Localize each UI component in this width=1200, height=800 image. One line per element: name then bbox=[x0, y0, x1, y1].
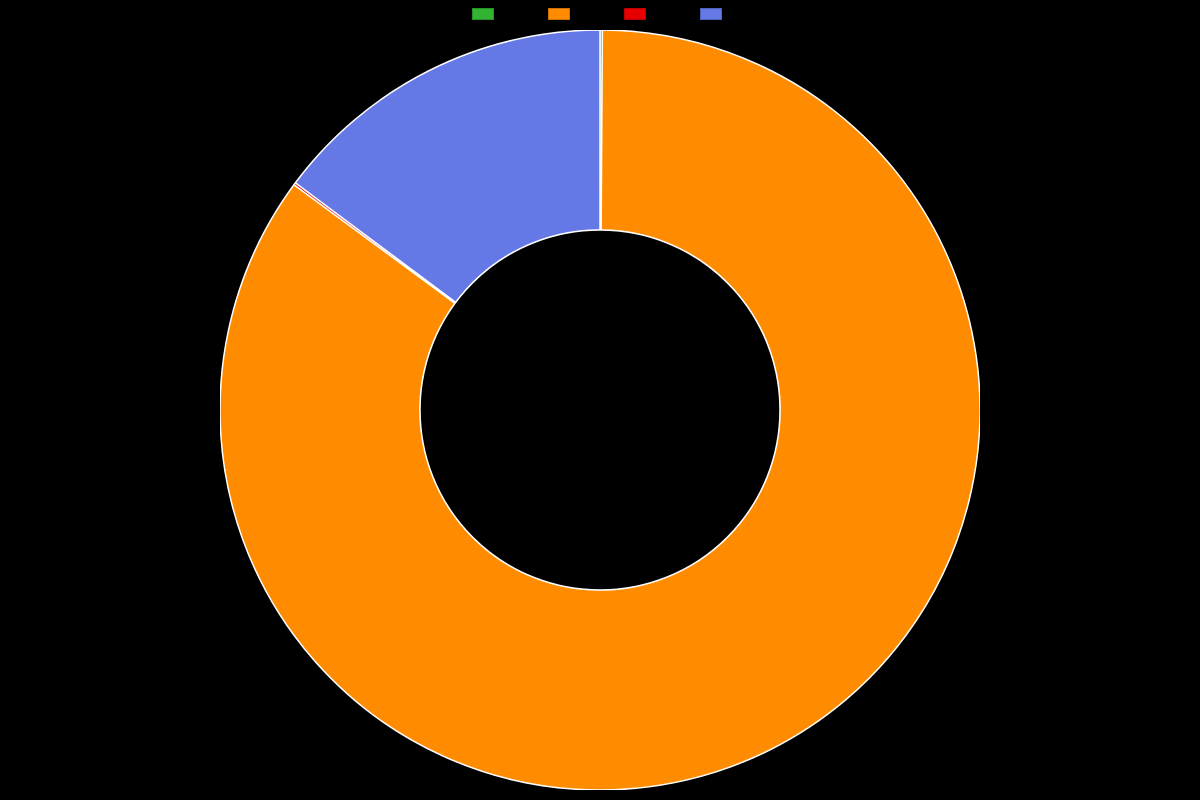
donut-svg bbox=[220, 30, 980, 790]
legend-item-2 bbox=[624, 8, 652, 20]
chart-legend bbox=[472, 8, 728, 20]
legend-swatch-0 bbox=[472, 8, 494, 20]
donut-chart bbox=[220, 30, 980, 790]
legend-item-0 bbox=[472, 8, 500, 20]
donut-hole bbox=[420, 230, 780, 590]
legend-swatch-3 bbox=[700, 8, 722, 20]
legend-item-1 bbox=[548, 8, 576, 20]
legend-item-3 bbox=[700, 8, 728, 20]
legend-swatch-1 bbox=[548, 8, 570, 20]
legend-swatch-2 bbox=[624, 8, 646, 20]
